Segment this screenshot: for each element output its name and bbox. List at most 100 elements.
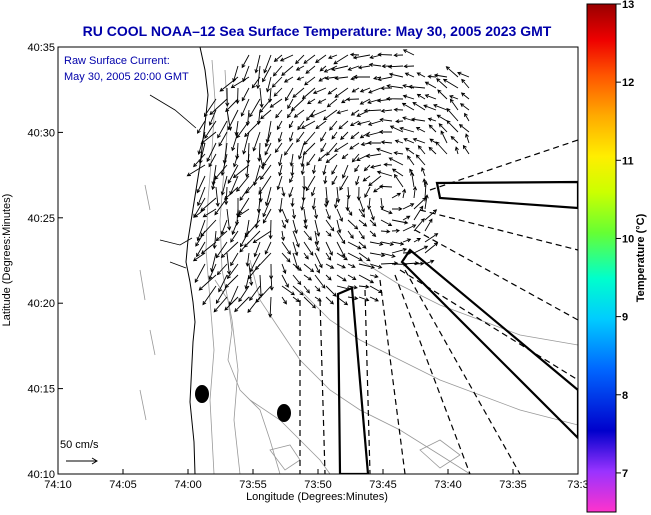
current-vector [394,139,404,144]
current-vector [224,186,229,206]
current-vector [303,241,314,256]
current-vector [226,252,232,276]
current-vector [303,230,313,241]
current-vector [367,140,382,145]
current-vector [324,197,329,208]
current-vector [303,285,310,294]
current-vector [281,274,289,288]
current-vector [284,142,294,156]
current-vector [324,76,338,81]
current-vector [391,241,405,246]
current-vector [224,296,239,311]
current-vector [292,87,305,98]
current-vector [402,84,415,89]
current-vector [285,87,294,102]
current-vector [380,252,396,258]
current-vector [292,285,304,296]
current-vector [370,164,382,169]
current-vector [346,186,351,200]
current-vector [325,274,332,281]
current-vector [292,230,300,248]
current-vector [317,153,327,162]
current-vector [380,229,391,234]
colorbar-tick-label: 10 [622,233,634,245]
current-vector [341,164,349,179]
current-vector [358,241,367,249]
current-vector [264,241,272,255]
current-vector [281,296,287,305]
current-vector [220,219,228,236]
current-vector [290,164,295,177]
current-vector [203,98,217,118]
current-vector [437,89,448,100]
current-vector [248,263,254,287]
current-vector [424,233,439,243]
y-axis: 40:35 40:30 40:25 40:20 40:15 40:10 [27,42,63,481]
x-axis: 74:10 74:05 74:00 73:55 73:50 73:45 73:40 73:35… [44,469,589,491]
current-vector [334,142,349,152]
current-vector [380,197,385,211]
current-vector [259,153,265,170]
current-vector [200,241,217,255]
current-vector [314,274,326,289]
y-tick-label: 40:10 [27,469,55,481]
current-vector [244,274,250,290]
current-vector [413,205,424,221]
current-vector [464,112,470,122]
current-vector [228,285,239,306]
current-vector [338,120,349,130]
current-vector [197,186,206,207]
current-vector [300,120,316,129]
current-vector [462,144,470,155]
current-vector [300,197,305,211]
current-vector [347,230,354,239]
x-axis-label: Longitude (Degrees:Minutes) [246,491,388,503]
current-vector [347,274,357,280]
current-vector [393,107,404,112]
current-vector [193,208,206,218]
current-vector [252,131,261,152]
current-vector [407,155,415,166]
current-vector [268,296,273,318]
plot-frame [57,46,579,475]
current-vector [368,175,382,187]
current-vector [413,238,422,243]
current-vector [354,164,360,173]
current-vector [391,247,408,254]
colorbar-tick-label: 9 [622,312,628,324]
current-vector [292,241,299,257]
current-vector [424,81,437,89]
current-vector [310,109,327,118]
current-vector [214,164,228,180]
current-vector [259,164,272,181]
current-vector [192,252,206,262]
current-vector [196,175,206,194]
current-vector [273,87,283,97]
current-vector [428,146,437,155]
x-tick-label: 73:3 [567,479,588,491]
current-vector [345,97,360,102]
current-vector [297,120,305,131]
current-vector [206,142,217,163]
current-vector [302,142,316,156]
current-vector [220,153,228,177]
current-vector [281,263,287,275]
current-vector [395,119,404,124]
current-vector [326,98,338,108]
current-vector [353,74,371,79]
current-vector [424,242,439,254]
current-vector [234,296,250,313]
bathymetry-contours [139,59,578,474]
current-vector [350,131,360,140]
current-vector [303,54,316,64]
coastline [185,47,209,474]
current-vector [325,285,337,297]
current-vector [349,52,360,57]
current-vector [252,230,272,244]
x-tick-label: 74:10 [44,479,72,491]
plot-area [66,47,578,474]
current-vector [215,186,220,208]
colorbar-label: Temperature (°C) [635,213,647,302]
colorbar-tick-label: 8 [622,390,628,402]
current-vector [296,76,305,81]
